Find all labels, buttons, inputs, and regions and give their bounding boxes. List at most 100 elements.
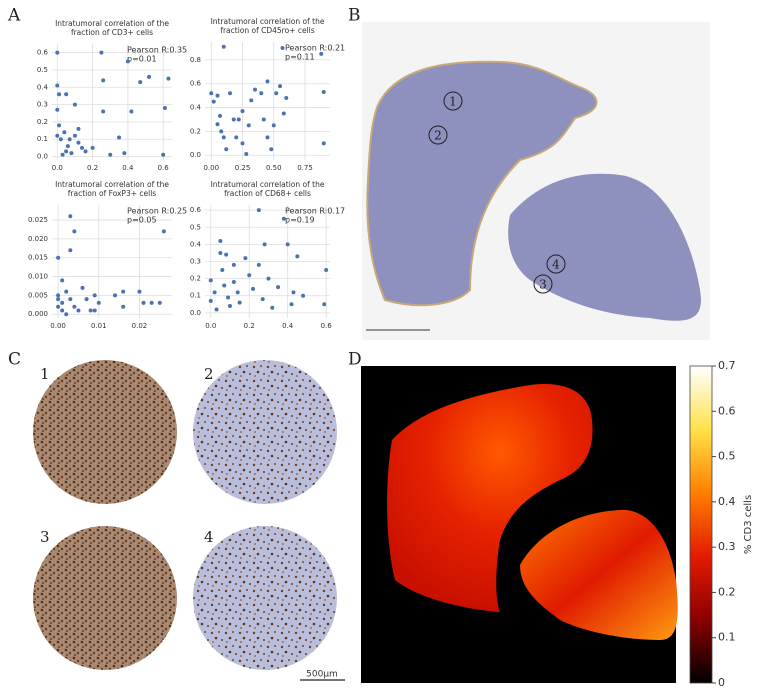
point: [157, 300, 162, 305]
colorbar-tick-label: 0.7: [718, 359, 736, 372]
point: [291, 290, 296, 295]
tissue-core: [33, 360, 177, 504]
colorbar-tick-label: 0: [718, 676, 725, 689]
point: [218, 238, 223, 243]
colorbar-tick-label: 0.6: [718, 404, 736, 417]
y-tick-label: 0.0: [190, 309, 201, 317]
point: [166, 76, 171, 81]
point: [76, 126, 81, 131]
point: [285, 242, 290, 247]
annotation: p=0.05: [127, 216, 157, 225]
y-tick-label: 0.5: [37, 66, 48, 74]
point: [266, 276, 271, 281]
chart-title: Intratumoral correlation of the: [211, 180, 325, 189]
y-tick-label: 0.000: [28, 310, 48, 318]
point: [162, 106, 167, 111]
point: [56, 293, 61, 298]
point: [261, 117, 266, 122]
colorbar: [689, 365, 713, 684]
x-tick-label: 0.4: [122, 164, 134, 172]
point: [243, 256, 248, 261]
y-tick-label: 0.6: [37, 49, 49, 57]
colorbar-tick-label: 0.3: [718, 540, 736, 553]
x-tick-label: 0.75: [297, 164, 313, 172]
annotation: Pearson R:0.35: [127, 46, 187, 55]
heatmap-region: [520, 509, 678, 640]
annotation: p=0.11: [285, 53, 315, 62]
y-tick-label: 0.2: [190, 127, 201, 135]
annotation: Pearson R:0.17: [285, 207, 345, 216]
y-tick-label: 0.1: [37, 135, 48, 143]
tissue-core: [33, 526, 177, 670]
point: [271, 123, 276, 128]
point: [246, 123, 251, 128]
point: [240, 141, 245, 146]
colorbar-tick-label: 0.5: [718, 450, 736, 463]
point: [65, 144, 70, 149]
point: [55, 133, 60, 138]
point: [208, 278, 213, 283]
point: [129, 109, 134, 114]
point: [319, 51, 324, 56]
point: [265, 79, 270, 84]
slide-marker-label: 2: [434, 129, 442, 143]
point: [149, 300, 154, 305]
point: [101, 78, 106, 83]
chart-title: Intratumoral correlation of the: [211, 17, 325, 26]
tissue-core: [193, 360, 337, 504]
point: [72, 229, 77, 234]
point: [235, 290, 240, 295]
point: [289, 302, 294, 307]
point: [64, 92, 69, 97]
colorbar-label: % CD3 cells: [743, 495, 754, 554]
point: [60, 300, 65, 305]
point: [141, 300, 146, 305]
point: [57, 92, 62, 97]
point: [231, 280, 236, 285]
point: [244, 152, 249, 157]
point: [56, 255, 61, 260]
core-scale-label: 500μm: [306, 670, 338, 680]
point: [247, 273, 252, 278]
point: [209, 91, 214, 96]
point: [56, 304, 61, 309]
point: [76, 308, 81, 313]
point: [147, 74, 152, 79]
annotation: Pearson R:0.25: [127, 207, 187, 216]
point: [237, 300, 242, 305]
chart-title: fraction of CD45ro+ cells: [220, 26, 314, 35]
core-label: 2: [204, 365, 214, 383]
point: [256, 208, 261, 213]
point: [236, 117, 241, 122]
point: [259, 91, 264, 96]
panel-label: D: [348, 350, 362, 370]
point: [281, 216, 286, 221]
point: [72, 133, 77, 138]
x-tick-label: 0.2: [244, 322, 255, 330]
slide-marker: [443, 91, 463, 111]
y-tick-label: 0.6: [190, 80, 202, 88]
x-tick-label: 0.02: [132, 322, 148, 330]
point: [224, 147, 229, 152]
point: [228, 91, 232, 96]
point: [83, 149, 88, 154]
point: [72, 304, 77, 309]
point: [226, 295, 231, 300]
point: [321, 141, 326, 146]
point: [208, 298, 213, 303]
core-label: 1: [40, 365, 50, 383]
point: [321, 90, 326, 95]
point: [62, 130, 67, 135]
slide-marker-label: 3: [539, 278, 547, 292]
slide-marker: [533, 274, 553, 294]
point: [84, 297, 89, 302]
x-tick-label: 0.01: [91, 322, 107, 330]
panel-label: A: [7, 6, 21, 26]
y-tick-label: 0.8: [190, 56, 201, 64]
heatmap-region: [387, 384, 593, 612]
point: [56, 297, 61, 302]
point: [240, 109, 245, 114]
point: [322, 302, 327, 307]
point: [219, 129, 224, 134]
